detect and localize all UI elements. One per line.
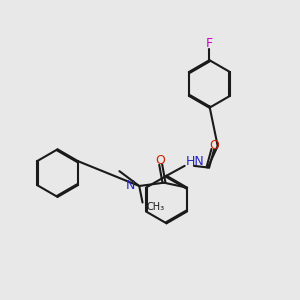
Text: CH₃: CH₃ <box>146 202 165 212</box>
Text: O: O <box>209 139 219 152</box>
Text: N: N <box>126 179 135 193</box>
Text: F: F <box>206 37 213 50</box>
Text: O: O <box>156 154 166 167</box>
Text: HN: HN <box>186 155 205 168</box>
